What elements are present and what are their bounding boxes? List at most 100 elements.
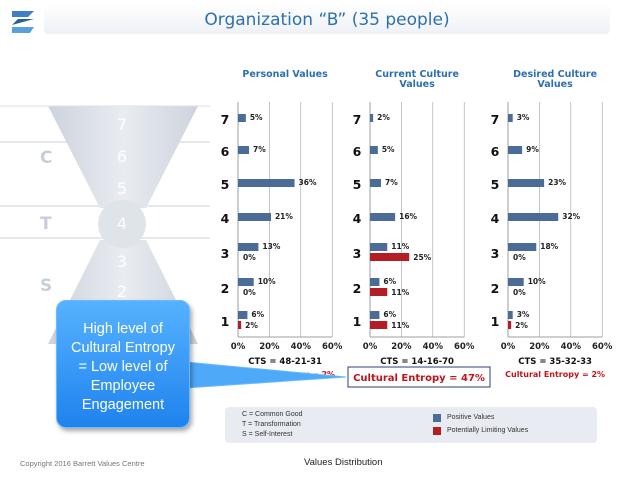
legend-definition-t: T = Transformation: [242, 421, 301, 428]
chart-1-tick-label-1: 0%: [231, 342, 246, 352]
model-level-4: 4: [116, 214, 128, 233]
chart-1-label-positive-2: 10%: [258, 277, 276, 286]
chart-1-label-positive-1: 6%: [251, 310, 264, 319]
chart-1-bar-positive-6: [238, 146, 249, 154]
chart-1-label-limiting-2: 0%: [243, 288, 256, 297]
callout-line-3: = Low level of: [78, 359, 168, 375]
legend-definition-s: S = Self-Interest: [242, 431, 293, 438]
chart-3-category-label-6: 6: [491, 144, 500, 159]
chart-2-entropy: Cultural Entropy = 47%: [353, 373, 485, 384]
chart-title-3-line-1: Desired Culture: [513, 69, 597, 80]
chart-1-cts: CTS = 48-21-31: [248, 357, 322, 367]
model-level-6: 6: [116, 147, 128, 166]
chart-3-tick-label-4: 60%: [592, 342, 613, 352]
page-title: Organization “B” (35 people): [204, 10, 450, 30]
chart-3-entropy: Cultural Entropy = 2%: [505, 370, 605, 379]
chart-2-label-positive-5: 7%: [385, 178, 398, 187]
chart-1-label-positive-4: 21%: [275, 212, 293, 221]
chart-2-category-label-1: 1: [353, 314, 362, 329]
chart-2-category-label-6: 6: [353, 144, 362, 159]
chart-3-label-positive-5: 23%: [548, 178, 566, 187]
legend-positive-swatch: [433, 414, 441, 422]
chart-3-bar-positive-2: [508, 278, 524, 286]
chart-1-category-label-6: 6: [221, 144, 230, 159]
chart-3-label-positive-4: 32%: [562, 212, 580, 221]
legend-limiting-label: Potentially Limiting Values: [447, 427, 529, 434]
model-level-7: 7: [116, 115, 128, 134]
chart-3-category-label-5: 5: [491, 177, 500, 192]
chart-2-label-positive-4: 16%: [399, 212, 417, 221]
chart-2-bar-positive-6: [370, 146, 378, 154]
chart-1-bar-positive-1: [238, 311, 248, 319]
chart-2-label-positive-3: 11%: [391, 242, 409, 251]
chart-3-bar-positive-5: [508, 179, 545, 187]
chart-3-category-label-3: 3: [491, 246, 500, 261]
model-letter-s: S: [40, 276, 53, 296]
legend: C = Common Good T = Transformation S = S…: [225, 407, 597, 443]
chart-2-tick-label-2: 20%: [391, 342, 412, 352]
chart-2-tick-label-1: 0%: [363, 342, 378, 352]
chart-1-bar-positive-7: [238, 114, 246, 122]
chart-title-1-line-1: Personal Values: [242, 69, 328, 80]
chart-2-label-limiting-2: 11%: [391, 288, 409, 297]
chart-3-label-limiting-2: 0%: [513, 288, 526, 297]
model-letter-c: C: [40, 148, 53, 168]
chart-3-category-label-2: 2: [491, 281, 500, 296]
chart-1-tick-label-2: 20%: [259, 342, 280, 352]
chart-3-cts: CTS = 35-32-33: [518, 357, 592, 367]
chart-1-category-label-7: 7: [221, 112, 230, 127]
chart-2-bar-positive-3: [370, 243, 388, 251]
chart-1-category-label-3: 3: [221, 246, 230, 261]
chart-2-bar-limiting-2: [370, 288, 388, 296]
chart-3-bar-positive-7: [508, 114, 513, 122]
chart-1-label-limiting-3: 0%: [243, 253, 256, 262]
chart-2-label-positive-2: 6%: [383, 277, 396, 286]
chart-2-tick-label-3: 40%: [423, 342, 444, 352]
chart-2-label-positive-7: 2%: [377, 113, 390, 122]
chart-1-bar-positive-2: [238, 278, 254, 286]
chart-3-label-positive-2: 10%: [528, 277, 546, 286]
callout-line-4: Employee: [90, 378, 156, 394]
chart-title-3-line-2: Values: [537, 79, 573, 90]
chart-2-bar-positive-7: [370, 114, 374, 122]
chart-2-label-positive-1: 6%: [383, 310, 396, 319]
chart-1-tick-label-4: 60%: [322, 342, 343, 352]
callout-line-1: High level of: [83, 321, 163, 337]
callout-line-2: Cultural Entropy: [71, 340, 175, 356]
chart-2-bar-positive-5: [370, 179, 381, 187]
chart-3-label-positive-3: 18%: [540, 242, 558, 251]
chart-3-bar-positive-3: [508, 243, 537, 251]
chart-1-category-label-4: 4: [221, 211, 230, 226]
chart-2-category-label-7: 7: [353, 112, 362, 127]
chart-2-category-label-2: 2: [353, 281, 362, 296]
chart-1-tick-label-3: 40%: [291, 342, 312, 352]
callout-line-5: Engagement: [81, 397, 165, 413]
chart-title-2-line-1: Current Culture: [375, 69, 459, 80]
chart-3-label-limiting-3: 0%: [513, 253, 526, 262]
title-bar: Organization “B” (35 people): [44, 4, 610, 34]
legend-positive-label: Positive Values: [447, 414, 495, 421]
model-letter-t: T: [40, 214, 52, 234]
chart-1-label-positive-7: 5%: [250, 113, 263, 122]
chart-2-entropy-box: [347, 366, 491, 388]
chart-1-bar-positive-3: [238, 243, 259, 251]
chart-1-category-label-5: 5: [221, 177, 230, 192]
chart-1-category-label-1: 1: [221, 314, 230, 329]
model-level-3: 3: [116, 252, 128, 271]
chart-3-label-positive-1: 3%: [517, 310, 530, 319]
chart-1-bar-positive-5: [238, 179, 295, 187]
copyright: Copyright 2016 Barrett Values Centre: [20, 459, 145, 468]
chart-title-2-line-2: Values: [399, 79, 435, 90]
entropy-callout: High level of Cultural Entropy = Low lev…: [56, 300, 190, 428]
chart-1-label-limiting-1: 2%: [245, 321, 258, 330]
chart-3-category-label-7: 7: [491, 112, 500, 127]
chart-1-category-label-2: 2: [221, 281, 230, 296]
legend-definition-c: C = Common Good: [242, 411, 303, 418]
chart-1-label-positive-3: 13%: [262, 242, 280, 251]
footer-caption: Values Distribution: [304, 457, 383, 468]
chart-2-cts: CTS = 14-16-70: [380, 357, 454, 367]
chart-2-bar-limiting-3: [370, 253, 410, 261]
chart-2-category-label-5: 5: [353, 177, 362, 192]
legend-limiting-swatch: [433, 427, 441, 435]
